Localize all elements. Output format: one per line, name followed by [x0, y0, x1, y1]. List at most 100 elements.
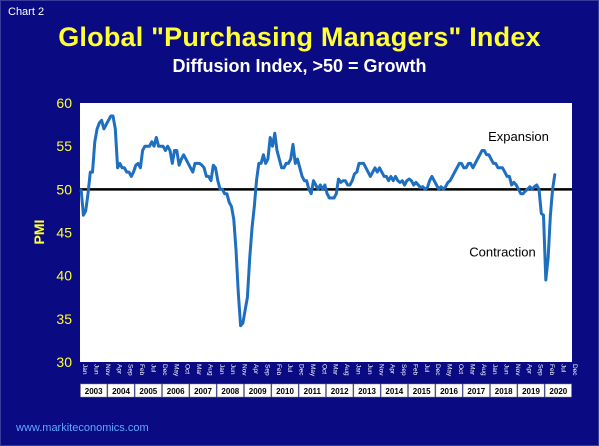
data-point — [169, 149, 171, 152]
data-point — [549, 214, 552, 216]
data-point — [269, 136, 272, 139]
x-month-label: Oct — [457, 364, 464, 374]
chart-number-label: Chart 2 — [8, 6, 45, 18]
data-point — [376, 171, 379, 173]
data-point — [374, 167, 376, 169]
data-point — [112, 115, 114, 117]
data-point — [335, 192, 338, 195]
data-point — [242, 322, 244, 324]
x-month-label: Dec — [161, 364, 168, 376]
data-point — [103, 128, 105, 130]
x-axis-year-labels: 2003 2004 2005 2006 2007 2008 2009 2010 2011 2012… — [80, 383, 572, 398]
data-point — [219, 188, 221, 191]
data-point — [119, 162, 121, 165]
data-point — [438, 188, 440, 191]
x-month-label: Dec — [571, 364, 578, 376]
x-year-label: 2004 — [112, 387, 130, 396]
data-point — [301, 175, 303, 178]
x-month-label: Sep — [537, 364, 544, 376]
data-point — [444, 185, 447, 188]
data-point — [371, 171, 374, 173]
data-point — [490, 158, 492, 160]
x-month-label: Jun — [229, 364, 236, 375]
year-cell — [408, 383, 436, 398]
x-year-label: 2016 — [440, 387, 458, 396]
data-point — [87, 192, 89, 195]
x-month-label: Feb — [411, 364, 418, 376]
data-point — [100, 119, 103, 122]
year-cell — [462, 383, 490, 398]
data-point — [226, 192, 228, 195]
data-point — [504, 171, 506, 173]
data-point — [276, 149, 278, 152]
data-point — [91, 171, 94, 173]
x-month-label: Jan — [491, 364, 498, 375]
data-point — [520, 192, 522, 195]
data-point — [221, 188, 224, 191]
x-month-label: Oct — [320, 364, 327, 374]
data-point — [554, 173, 556, 175]
data-point — [351, 179, 354, 182]
data-point — [326, 192, 328, 195]
data-point — [180, 158, 183, 160]
y-tick-label: 60 — [56, 95, 72, 111]
data-point — [392, 179, 395, 182]
x-month-label: Apr — [525, 364, 532, 375]
data-point — [289, 158, 292, 160]
data-point — [166, 145, 169, 147]
data-point — [415, 181, 417, 184]
data-point — [463, 167, 465, 169]
y-tick-label: 35 — [56, 311, 72, 327]
data-point — [253, 205, 256, 208]
data-point — [510, 184, 513, 186]
data-point — [278, 158, 281, 160]
data-point — [153, 145, 155, 147]
year-cell — [490, 383, 518, 398]
data-point — [481, 149, 483, 152]
data-point — [123, 167, 126, 169]
data-point — [137, 162, 139, 165]
data-point — [458, 162, 461, 165]
data-point — [239, 324, 242, 327]
x-month-label: Jan — [218, 364, 225, 375]
year-cell — [544, 383, 572, 398]
x-month-label: Jan — [81, 364, 88, 375]
x-year-label: 2014 — [385, 387, 403, 396]
source-link[interactable]: www.markiteconomics.com — [16, 422, 149, 434]
data-point — [196, 162, 199, 165]
x-year-label: 2015 — [413, 387, 431, 396]
x-month-label: Aug — [480, 364, 487, 376]
data-point — [203, 167, 205, 169]
data-point — [230, 205, 233, 208]
data-point — [531, 188, 533, 191]
x-month-label: May — [446, 364, 453, 377]
data-point — [160, 145, 162, 147]
expansion-annotation: Expansion — [488, 129, 549, 144]
data-point — [116, 167, 119, 169]
data-point — [205, 175, 208, 178]
data-point — [346, 184, 349, 186]
data-point — [515, 184, 517, 186]
data-point — [151, 141, 153, 143]
x-month-label: Feb — [548, 364, 555, 376]
x-month-label: Sep — [127, 364, 134, 376]
x-month-label: Jun — [503, 364, 510, 375]
data-point — [235, 249, 237, 251]
data-point — [271, 145, 274, 147]
year-cell — [353, 383, 381, 398]
x-month-label: Jul — [286, 364, 293, 373]
data-point — [522, 192, 524, 195]
data-point — [387, 179, 390, 182]
data-point — [251, 227, 253, 229]
data-point — [365, 167, 367, 169]
x-month-label: Aug — [343, 364, 350, 376]
data-point — [485, 154, 488, 156]
data-point — [255, 179, 258, 182]
data-point — [244, 309, 246, 312]
data-point — [501, 167, 504, 169]
data-point — [476, 158, 479, 160]
x-month-label: Jul — [423, 364, 430, 373]
x-month-label: May — [309, 364, 316, 377]
data-point — [178, 164, 180, 166]
